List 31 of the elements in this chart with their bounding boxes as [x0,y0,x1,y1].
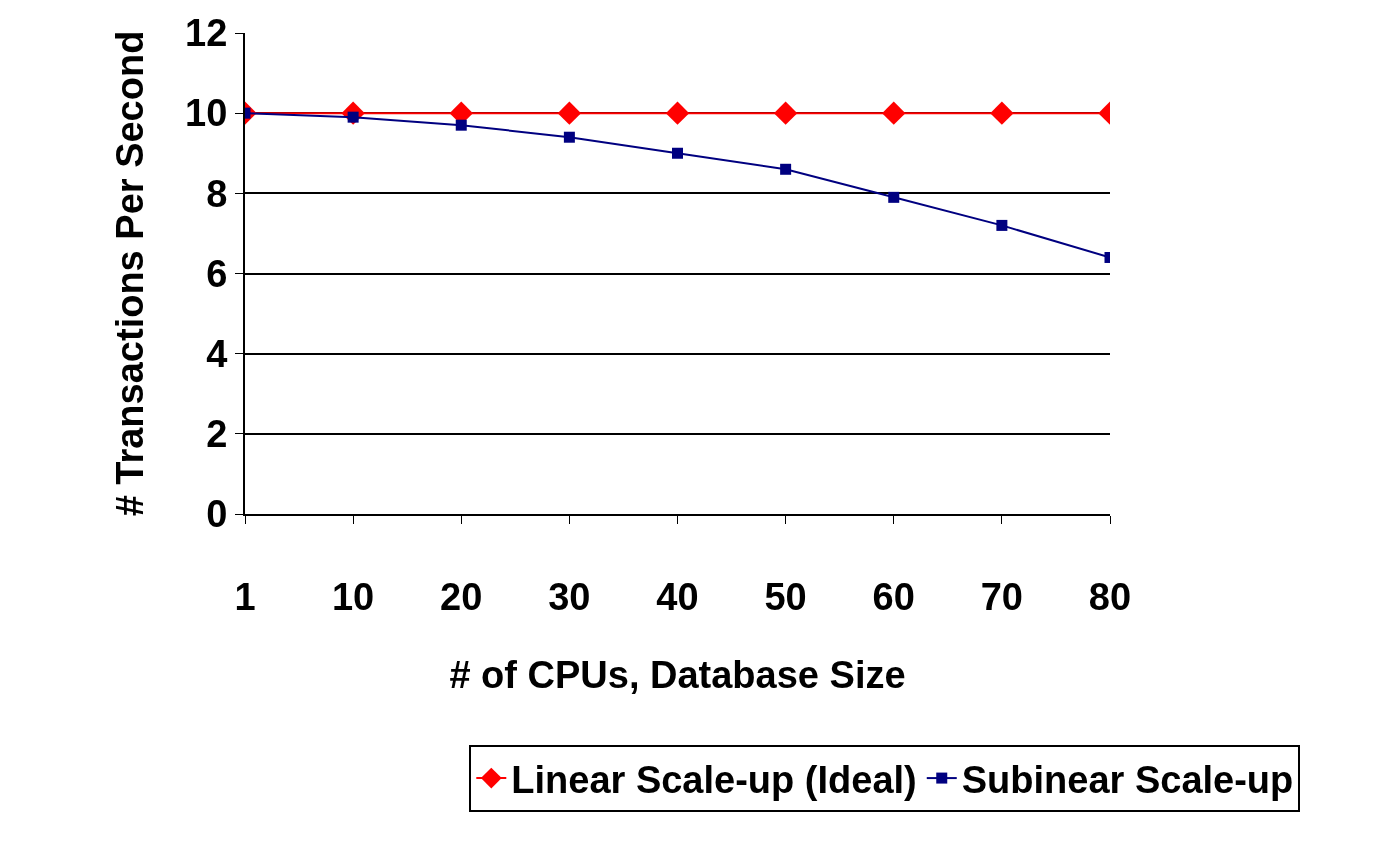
x-tick-label: 30 [548,575,591,618]
y-tick-label: 6 [206,252,228,295]
point [888,191,900,203]
point [665,101,690,125]
x-tick-label: 40 [656,575,699,618]
point [882,101,906,125]
y-tick-label: 2 [206,413,228,456]
x-tick-label: 10 [331,575,375,618]
y-tick-label: 10 [185,92,228,135]
x-tick-label: 20 [440,575,483,618]
point [780,163,792,175]
x-tick-label: 50 [764,575,807,618]
point [557,101,582,125]
x-axis-title: # of CPUs, Database Size [449,654,906,697]
x-tick-label: 70 [980,575,1024,618]
x-tick-label: 1 [234,575,256,618]
y-tick-label: 0 [206,493,228,536]
x-tick-label: 80 [1088,575,1132,618]
point [672,147,683,159]
point [996,219,1008,231]
point [773,101,798,125]
y-tick-label: 12 [185,12,228,55]
x-tick-label: 60 [872,575,915,618]
y-tick-label: 8 [206,172,228,215]
legend-label: Subinear Scale-up [961,758,1294,801]
point [990,101,1014,125]
y-axis-title: # Transactions Per Second [108,30,151,517]
y-tick-label: 4 [206,332,228,375]
point [563,131,575,143]
legend-label: Linear Scale-up (Ideal) [511,758,917,801]
point [455,119,467,131]
